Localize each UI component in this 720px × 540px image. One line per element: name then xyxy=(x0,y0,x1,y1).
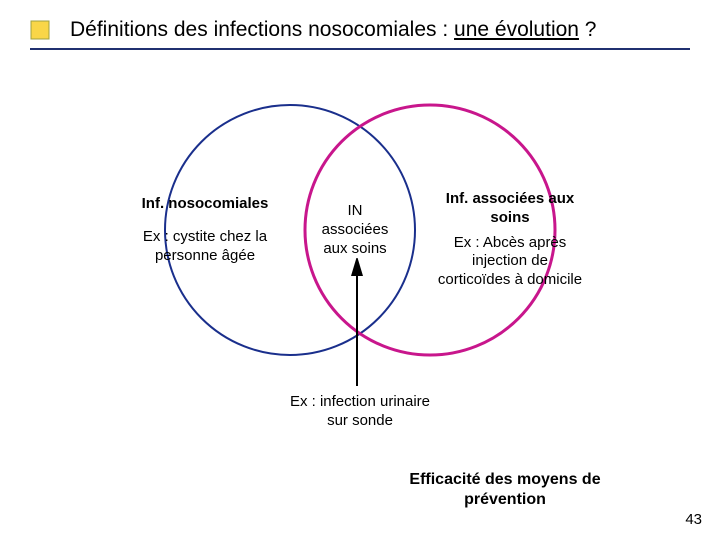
prevention-l1: Efficacité des moyens de xyxy=(375,470,635,490)
title-suffix: ? xyxy=(579,18,597,41)
left-example-line2: personne âgée xyxy=(120,247,290,266)
right-label-block: Inf. associées aux soins Ex : Abcès aprè… xyxy=(420,190,600,290)
title-prefix: Définitions des infections nosocomiales … xyxy=(70,18,454,41)
title-bullet-square xyxy=(30,20,50,40)
center-line1: IN xyxy=(310,202,400,221)
right-example-l3: corticoïdes à domicile xyxy=(420,271,600,290)
slide-title-bar: Définitions des infections nosocomiales … xyxy=(30,18,700,42)
center-line3: aux soins xyxy=(310,240,400,259)
bottom-example-l2: sur sonde xyxy=(260,412,460,431)
left-example-line1: Ex : cystite chez la xyxy=(120,228,290,247)
right-heading-l2: soins xyxy=(420,209,600,228)
right-heading-l1: Inf. associées aux xyxy=(420,190,600,209)
prevention-block: Efficacité des moyens de prévention xyxy=(375,470,635,510)
arrow-up xyxy=(347,258,367,393)
right-example-l2: injection de xyxy=(420,252,600,271)
slide-title: Définitions des infections nosocomiales … xyxy=(70,18,700,42)
bottom-example-l1: Ex : infection urinaire xyxy=(260,393,460,412)
bottom-example-block: Ex : infection urinaire sur sonde xyxy=(260,393,460,431)
title-rule xyxy=(30,48,690,50)
left-label-block: Inf. nosocomiales Ex : cystite chez la p… xyxy=(120,195,290,265)
center-label-block: IN associées aux soins xyxy=(310,202,400,258)
page-number: 43 xyxy=(685,511,702,528)
center-line2: associées xyxy=(310,221,400,240)
right-example-l1: Ex : Abcès après xyxy=(420,234,600,253)
prevention-l2: prévention xyxy=(375,490,635,510)
left-heading: Inf. nosocomiales xyxy=(120,195,290,214)
title-underlined: une évolution xyxy=(454,18,579,41)
